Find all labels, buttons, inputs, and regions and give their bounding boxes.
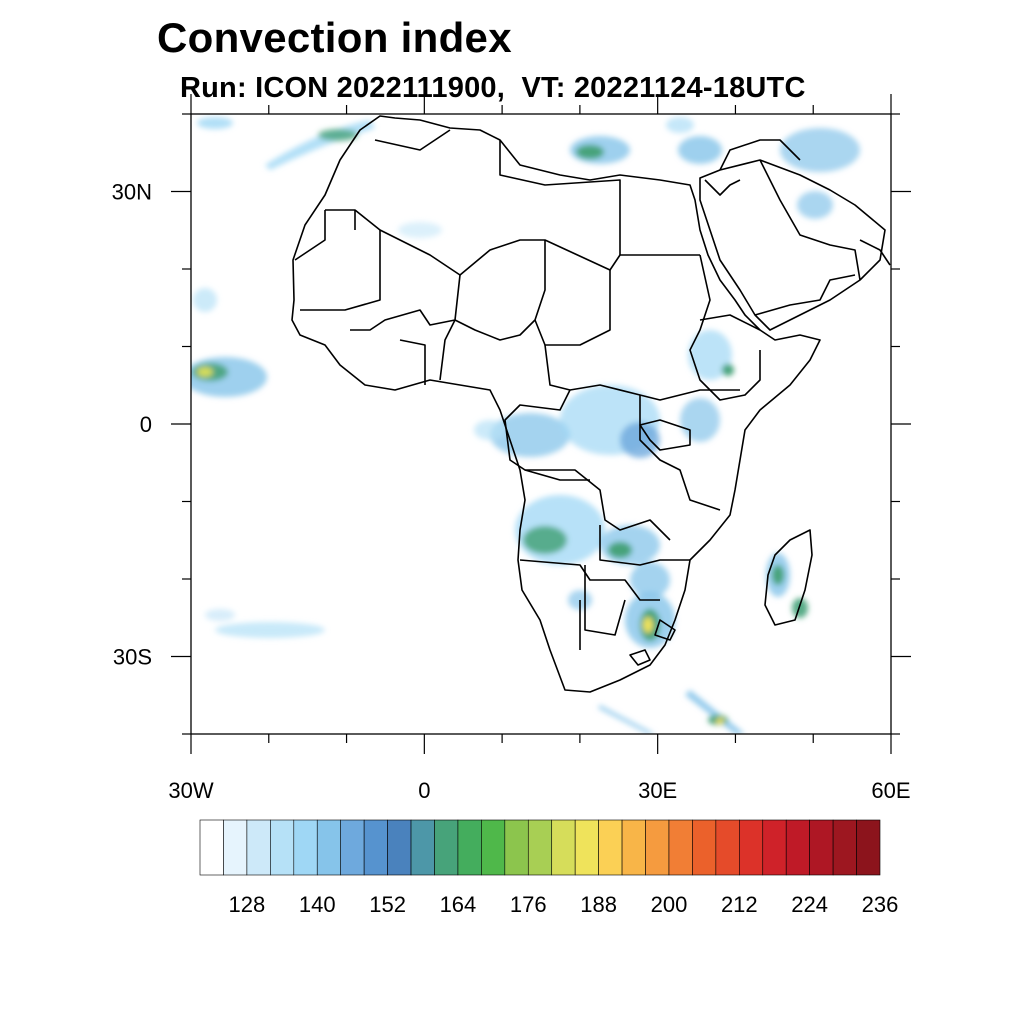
lon-tick-label: 0 — [418, 778, 430, 803]
lon-tick-label: 30E — [638, 778, 677, 803]
axis-tick-labels: 30W 0 30E 60E 30N 0 30S — [112, 180, 911, 804]
africa-coastline — [291, 115, 821, 693]
colorbar-labels: 128 140 152 164 176 188 200 212 224 236 — [229, 892, 899, 917]
colorbar-swatch — [762, 819, 787, 876]
colorbar-swatch — [809, 819, 834, 876]
field-ethiopia — [688, 330, 732, 380]
colorbar-swatch — [504, 819, 529, 876]
colorbar-label: 176 — [510, 892, 547, 917]
colorbar-swatch — [668, 819, 693, 876]
colorbar-swatch — [481, 819, 506, 876]
colorbar-swatch — [223, 819, 248, 876]
colorbar-swatch — [692, 819, 717, 876]
convection-field — [191, 117, 860, 734]
colorbar-swatch — [715, 819, 740, 876]
colorbar-swatch — [246, 819, 271, 876]
colorbar-swatch — [270, 819, 295, 876]
colorbar-label: 152 — [369, 892, 406, 917]
colorbar-swatch — [574, 819, 599, 876]
lon-tick-label: 60E — [871, 778, 910, 803]
colorbar-label: 140 — [299, 892, 336, 917]
colorbar-swatch — [832, 819, 857, 876]
colorbar-swatch — [410, 819, 435, 876]
colorbar-label: 224 — [791, 892, 828, 917]
colorbar-swatch — [340, 819, 365, 876]
field-nw-band — [265, 120, 375, 170]
lat-tick-label: 30S — [113, 645, 152, 670]
colorbar-label: 236 — [862, 892, 899, 917]
lat-tick-label: 30N — [112, 180, 152, 205]
colorbar-swatch — [434, 819, 459, 876]
colorbar-swatch — [457, 819, 482, 876]
colorbar-swatch — [856, 819, 881, 876]
field-middle-east — [780, 128, 860, 172]
colorbar-swatch — [739, 819, 764, 876]
colorbar-label: 164 — [440, 892, 477, 917]
field-congo — [490, 413, 570, 457]
chart-title: Convection index — [157, 14, 512, 61]
lat-tick-label: 0 — [140, 412, 152, 437]
colorbar-swatch — [598, 819, 623, 876]
colorbar-swatch — [621, 819, 646, 876]
colorbar-label: 188 — [580, 892, 617, 917]
colorbar-swatch — [199, 819, 224, 876]
lon-tick-label: 30W — [168, 778, 213, 803]
axis-ticks — [171, 94, 911, 754]
colorbar-swatch — [316, 819, 341, 876]
field-indian-front — [685, 690, 745, 734]
colorbar-label: 200 — [651, 892, 688, 917]
colorbar-swatch — [527, 819, 553, 876]
field-south-atlantic — [215, 622, 325, 638]
colorbar — [199, 819, 881, 876]
colorbar-label: 128 — [229, 892, 266, 917]
chart-subtitle: Run: ICON 2022111900, VT: 20221124-18UTC — [180, 72, 806, 104]
madagascar-outline — [764, 529, 813, 626]
colorbar-swatch — [293, 819, 318, 876]
colorbar-swatch — [645, 819, 670, 876]
arabia-outline — [699, 159, 886, 331]
colorbar-label: 212 — [721, 892, 758, 917]
colorbar-swatch — [363, 819, 388, 876]
colorbar-swatch — [387, 819, 412, 876]
colorbar-swatch — [785, 819, 810, 876]
colorbar-swatch — [551, 819, 576, 876]
country-boundaries — [291, 115, 891, 693]
